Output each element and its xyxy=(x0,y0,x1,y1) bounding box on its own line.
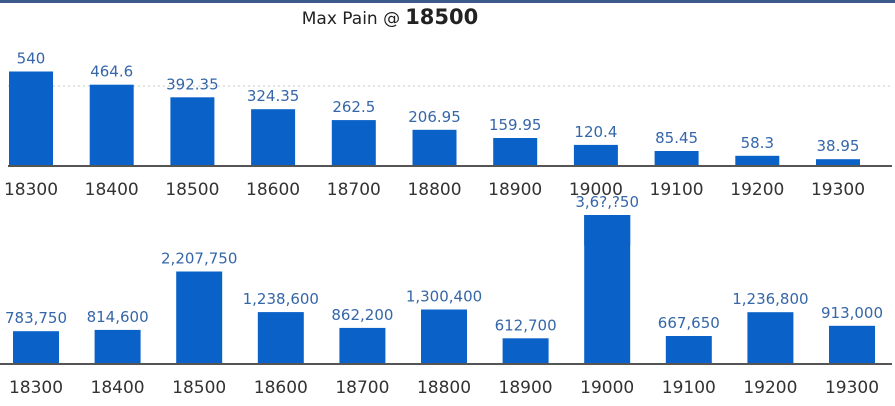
x-tick-label: 18300 xyxy=(9,378,63,398)
x-tick-label: 18900 xyxy=(488,180,542,200)
x-tick-label: 18800 xyxy=(407,180,461,200)
x-tick-label: 18600 xyxy=(246,180,300,200)
title-value: 18500 xyxy=(405,5,479,29)
x-tick-label: 19300 xyxy=(811,180,865,200)
bar-18400 xyxy=(94,329,141,364)
bar-19200 xyxy=(747,312,794,364)
data-label: 58.3 xyxy=(741,134,774,152)
x-tick-label: 18900 xyxy=(499,378,553,398)
data-label: 262.5 xyxy=(332,98,375,116)
bar-18900 xyxy=(502,338,549,364)
x-tick-label: 19100 xyxy=(662,378,716,398)
bar-19100 xyxy=(665,336,712,364)
x-tick-label: 18400 xyxy=(85,180,139,200)
x-tick-label: 19000 xyxy=(580,378,634,398)
data-label: 1,238,600 xyxy=(243,290,319,308)
x-tick-label: 19000 xyxy=(569,180,623,200)
data-label: 667,650 xyxy=(658,314,720,332)
data-label: 540 xyxy=(17,50,46,68)
bar-18700 xyxy=(339,327,386,364)
x-tick-label: 19200 xyxy=(743,378,797,398)
x-tick-label: 18700 xyxy=(335,378,389,398)
bar-18800 xyxy=(412,129,457,166)
data-label: 814,600 xyxy=(87,308,149,326)
data-label: 3,6?,?50 xyxy=(575,193,639,211)
chart-title: Max Pain @ 18500 xyxy=(0,5,780,29)
data-label: 612,700 xyxy=(495,316,557,334)
x-tick-label: 19300 xyxy=(825,378,879,398)
x-tick-label: 18400 xyxy=(91,378,145,398)
bar-18500 xyxy=(170,97,215,166)
bar-19000 xyxy=(573,144,618,166)
bar-19300 xyxy=(816,159,860,166)
open-interest-chart: 783,750 18300 814,600 18400 2,207,750 18500 1,… xyxy=(0,193,892,398)
x-tick-label: 18700 xyxy=(327,180,381,200)
bar-19100 xyxy=(654,151,699,166)
bar-18900 xyxy=(493,138,538,166)
bar-18300 xyxy=(9,71,53,166)
data-label: 913,000 xyxy=(821,304,883,322)
data-label: 1,236,800 xyxy=(732,290,808,308)
bar-19200 xyxy=(735,155,780,166)
bar-18600 xyxy=(251,109,296,166)
data-label: 38.95 xyxy=(817,137,860,155)
bar-19300 xyxy=(829,325,875,364)
bar-18700 xyxy=(331,120,376,166)
data-label: 85.45 xyxy=(655,129,698,147)
data-label: 862,200 xyxy=(331,306,393,324)
data-label: 324.35 xyxy=(247,87,300,105)
x-tick-label: 19200 xyxy=(730,180,784,200)
x-tick-label: 19100 xyxy=(650,180,704,200)
bar-18600 xyxy=(257,312,304,364)
x-tick-label: 18500 xyxy=(165,180,219,200)
data-label: 206.95 xyxy=(408,108,461,126)
data-label: 1,300,400 xyxy=(406,288,482,306)
x-tick-label: 18600 xyxy=(254,378,308,398)
top-border xyxy=(0,0,895,3)
x-tick-label: 18800 xyxy=(417,378,471,398)
data-label: 2,207,750 xyxy=(161,250,237,268)
x-tick-label: 18300 xyxy=(4,180,58,200)
title-label: Max Pain @ xyxy=(301,9,401,29)
bar-18500 xyxy=(176,271,223,364)
bar-18400 xyxy=(89,84,134,166)
data-label: 783,750 xyxy=(5,309,67,327)
premium-chart: 540 18300 464.6 18400 392.35 18500 324.35 18600… xyxy=(4,50,892,200)
x-tick-label: 18500 xyxy=(172,378,226,398)
data-label: 159.95 xyxy=(489,116,542,134)
bar-18800 xyxy=(421,309,467,364)
data-label: 120.4 xyxy=(574,123,617,141)
data-label: 392.35 xyxy=(166,75,219,93)
bar-19000-overlap xyxy=(584,215,631,245)
data-label: 464.6 xyxy=(90,63,133,81)
bar-18300 xyxy=(13,331,59,364)
